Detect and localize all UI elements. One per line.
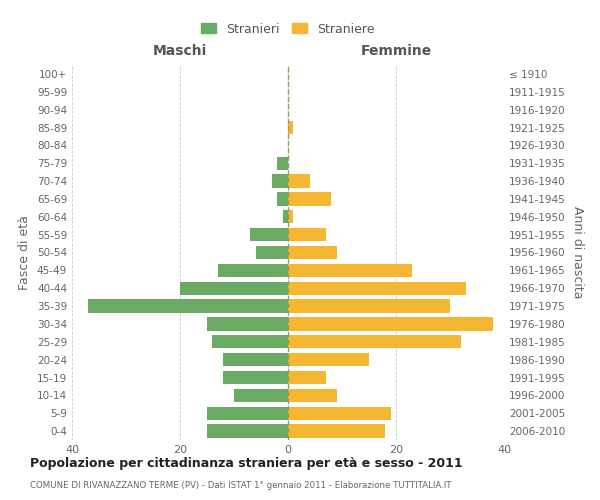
Y-axis label: Anni di nascita: Anni di nascita	[571, 206, 584, 298]
Bar	[288, 300, 450, 313]
Bar	[288, 246, 337, 259]
Bar	[288, 174, 310, 188]
Bar	[256, 246, 288, 259]
Bar	[288, 121, 293, 134]
Bar	[212, 335, 288, 348]
Bar	[288, 282, 466, 295]
Bar	[288, 335, 461, 348]
Bar	[288, 210, 293, 224]
Bar	[277, 156, 288, 170]
Bar	[207, 406, 288, 420]
Bar	[288, 388, 337, 402]
Bar	[288, 371, 326, 384]
Bar	[218, 264, 288, 277]
Bar	[288, 264, 412, 277]
Bar	[288, 228, 326, 241]
Bar	[234, 388, 288, 402]
Bar	[288, 192, 331, 205]
Bar	[88, 300, 288, 313]
Bar	[288, 424, 385, 438]
Bar	[207, 317, 288, 330]
Bar	[288, 406, 391, 420]
Bar	[180, 282, 288, 295]
Bar	[288, 317, 493, 330]
Bar	[223, 371, 288, 384]
Bar	[223, 353, 288, 366]
Text: Maschi: Maschi	[153, 44, 207, 58]
Text: COMUNE DI RIVANAZZANO TERME (PV) - Dati ISTAT 1° gennaio 2011 - Elaborazione TUT: COMUNE DI RIVANAZZANO TERME (PV) - Dati …	[30, 480, 452, 490]
Bar	[283, 210, 288, 224]
Bar	[207, 424, 288, 438]
Bar	[250, 228, 288, 241]
Bar	[272, 174, 288, 188]
Bar	[277, 192, 288, 205]
Legend: Stranieri, Straniere: Stranieri, Straniere	[197, 19, 379, 40]
Bar	[288, 353, 369, 366]
Text: Femmine: Femmine	[361, 44, 431, 58]
Text: Popolazione per cittadinanza straniera per età e sesso - 2011: Popolazione per cittadinanza straniera p…	[30, 458, 463, 470]
Y-axis label: Fasce di età: Fasce di età	[19, 215, 31, 290]
